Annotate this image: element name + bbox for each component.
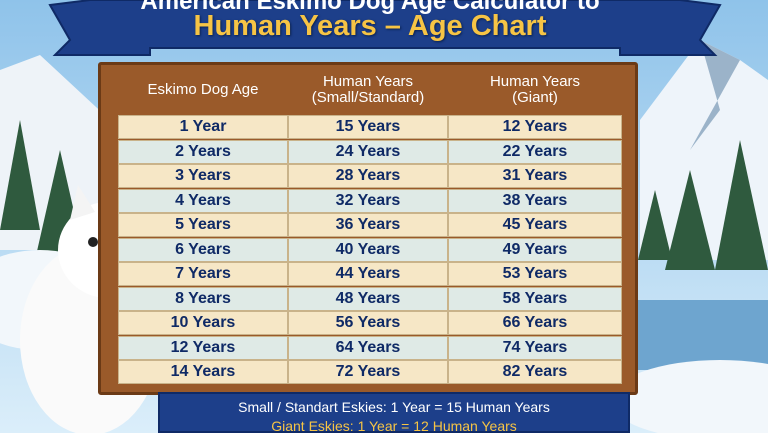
table-cell: 32 Years	[288, 188, 448, 213]
table-cell: 58 Years	[448, 286, 622, 311]
table-cell: 45 Years	[448, 213, 622, 237]
table-cell: 14 Years	[118, 360, 288, 384]
table-cell: 72 Years	[288, 360, 448, 384]
table-cell: 49 Years	[448, 237, 622, 262]
column-header: Human Years (Giant)	[489, 73, 581, 106]
table-cell: 56 Years	[288, 311, 448, 335]
table-cell: 31 Years	[448, 164, 622, 188]
table-cell: 6 Years	[118, 237, 288, 262]
table-cell: 48 Years	[288, 286, 448, 311]
table-cell: 3 Years	[118, 164, 288, 188]
table-cell: 38 Years	[448, 188, 622, 213]
table-cell: 12 Years	[118, 335, 288, 360]
table-cell: 64 Years	[288, 335, 448, 360]
table-cell: 66 Years	[448, 311, 622, 335]
table-cell: 2 Years	[118, 139, 288, 164]
table-cell: 7 Years	[118, 262, 288, 286]
table-cell: 44 Years	[288, 262, 448, 286]
column-header: Human Years (Small/Standard)	[311, 73, 425, 106]
table-cell: 82 Years	[448, 360, 622, 384]
table-cell: 28 Years	[288, 164, 448, 188]
table-cell: 5 Years	[118, 213, 288, 237]
column-header: Eskimo Dog Age	[147, 81, 259, 98]
footer: Small / Standart Eskies: 1 Year = 15 Hum…	[158, 392, 630, 434]
table-cell: 36 Years	[288, 213, 448, 237]
title: Human Years – Age Chart	[193, 10, 547, 42]
table-cell: 40 Years	[288, 237, 448, 262]
footer-text: Giant Eskies: 1 Year = 12 Human Years	[271, 418, 517, 434]
table-cell: 10 Years	[118, 311, 288, 335]
table-cell: 1 Year	[118, 115, 288, 139]
footer-text: Small / Standart Eskies: 1 Year = 15 Hum…	[238, 399, 550, 415]
table-cell: 53 Years	[448, 262, 622, 286]
table-cell: 12 Years	[448, 115, 622, 139]
table-cell: 4 Years	[118, 188, 288, 213]
table-cell: 74 Years	[448, 335, 622, 360]
table-cell: 8 Years	[118, 286, 288, 311]
table-cell: 22 Years	[448, 139, 622, 164]
table-cell: 24 Years	[288, 139, 448, 164]
title: American Eskimo Dog Age Calculator to	[140, 0, 600, 15]
table-cell: 15 Years	[288, 115, 448, 139]
